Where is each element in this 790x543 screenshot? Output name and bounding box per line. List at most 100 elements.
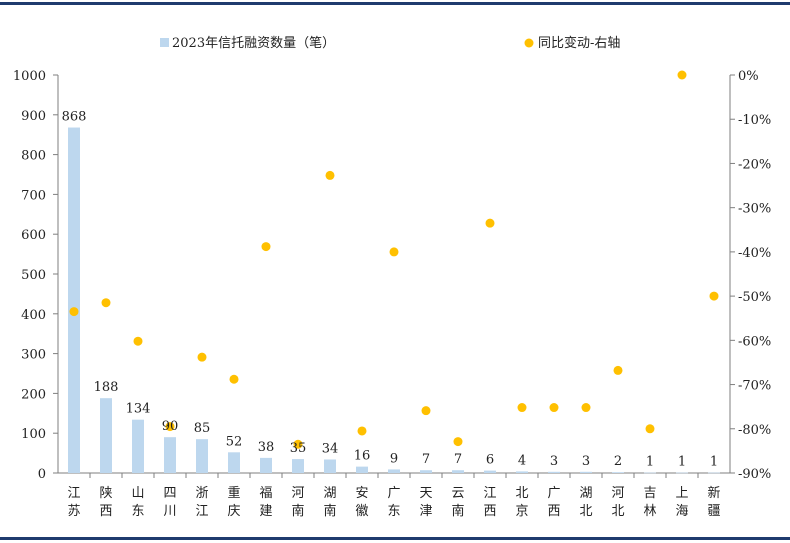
yoy-dot	[197, 352, 207, 362]
yoy-dot	[165, 422, 175, 432]
left-tick-label: 100	[21, 427, 46, 442]
bar	[388, 469, 400, 473]
right-tick-label: 0%	[738, 69, 759, 84]
category-label: 河北	[611, 486, 624, 519]
left-tick-label: 400	[21, 308, 46, 323]
yoy-dot	[613, 365, 623, 375]
left-tick-label: 900	[21, 109, 46, 124]
right-tick-label: -40%	[738, 246, 771, 261]
category-label: 河南	[291, 486, 304, 519]
bar	[164, 437, 176, 473]
bar-value-label: 35	[290, 441, 307, 456]
category-label: 湖北	[579, 486, 592, 519]
bar	[100, 398, 112, 473]
axes: 0 100 200 300 400 500 600 700 800 900 1000 0% -10% -2…	[13, 69, 771, 482]
yoy-dot	[453, 437, 463, 447]
legend-bar-swatch	[160, 38, 169, 47]
bar-value-label: 134	[126, 402, 151, 417]
legend-dot-label: 同比变动-右轴	[538, 35, 620, 51]
bar	[516, 471, 528, 473]
bar	[644, 472, 656, 474]
left-tick-label: 200	[21, 387, 46, 402]
category-label: 江苏	[67, 486, 80, 519]
right-tick-label: -90%	[738, 467, 771, 482]
yoy-dot	[709, 291, 719, 301]
bar-value-label: 9	[390, 451, 398, 466]
bar-value-label: 1	[678, 455, 686, 470]
yoy-dot	[69, 307, 79, 317]
bar-value-label: 90	[162, 419, 179, 434]
right-tick-label: -20%	[738, 157, 771, 172]
bar-value-label: 868	[62, 110, 87, 125]
bar	[356, 466, 368, 473]
left-tick-label: 700	[21, 188, 46, 203]
left-tick-label: 800	[21, 149, 46, 164]
yoy-dot	[677, 70, 687, 80]
yoy-dot	[645, 424, 655, 434]
right-tick-label: -70%	[738, 379, 771, 394]
right-tick-label: -50%	[738, 290, 771, 305]
category-label: 天津	[419, 486, 432, 519]
bar-value-label: 7	[422, 452, 430, 467]
left-tick-label: 1000	[13, 69, 46, 84]
bar	[196, 439, 208, 473]
bar	[324, 459, 336, 473]
right-tick-label: -80%	[738, 423, 771, 438]
bar	[68, 127, 80, 473]
category-label: 北京	[515, 486, 528, 519]
legend: 2023年信托融资数量（笔） 同比变动-右轴	[160, 35, 620, 51]
bar-value-label: 38	[258, 440, 275, 455]
bar	[132, 419, 144, 473]
yoy-dot	[421, 406, 431, 416]
yoy-dot	[581, 403, 591, 413]
bar	[708, 472, 720, 474]
bar-value-label: 1	[710, 455, 718, 470]
bar-value-label: 34	[322, 441, 339, 456]
category-label: 浙江	[195, 486, 208, 519]
category-label: 湖南	[323, 486, 336, 519]
bar	[612, 472, 624, 473]
yoy-dot	[261, 242, 271, 252]
yoy-dot	[549, 403, 559, 413]
bar-value-label: 52	[226, 434, 243, 449]
yoy-dot	[133, 336, 143, 346]
category-label: 安徽	[355, 486, 368, 519]
bar	[228, 452, 240, 473]
top-rule	[0, 2, 790, 5]
yoy-dot	[357, 426, 367, 436]
bar-value-label: 1	[646, 455, 654, 470]
right-tick-label: -10%	[738, 113, 771, 128]
left-tick-label: 600	[21, 228, 46, 243]
bar-value-label: 7	[454, 452, 462, 467]
yoy-dot	[517, 403, 527, 413]
category-labels: 江苏陕西山东四川浙江重庆福建河南湖南安徽广东天津云南江西北京广西湖北河北吉林上海…	[67, 485, 720, 519]
bar	[580, 471, 592, 473]
category-label: 吉林	[643, 486, 656, 519]
bar-value-label: 6	[486, 453, 494, 468]
left-tick-label: 300	[21, 348, 46, 363]
right-tick-label: -30%	[738, 202, 771, 217]
data-labels: 868 188 134 90 85 52 38 35 34 16 9 7 7 6 4 3 3 2 1 1 1	[62, 110, 719, 470]
bar-value-label: 4	[518, 453, 526, 468]
bar	[676, 472, 688, 474]
bar	[484, 470, 496, 473]
bar	[420, 470, 432, 473]
yoy-dot	[293, 439, 303, 449]
legend-dot-swatch	[524, 38, 534, 48]
category-label: 重庆	[227, 485, 240, 519]
category-label: 江西	[483, 486, 496, 519]
dot-series	[69, 70, 719, 449]
yoy-dot	[485, 218, 495, 228]
category-label: 福建	[259, 486, 272, 519]
legend-bar-label: 2023年信托融资数量（笔）	[172, 35, 335, 51]
bar	[548, 471, 560, 473]
bar-value-label: 188	[94, 380, 119, 395]
bar	[292, 459, 304, 473]
bar-value-label: 85	[194, 421, 211, 436]
left-tick-label: 500	[21, 268, 46, 283]
category-label: 广西	[547, 486, 560, 519]
bar-value-label: 3	[550, 454, 558, 469]
bar-value-label: 2	[614, 454, 622, 469]
bar-value-label: 16	[354, 449, 371, 464]
